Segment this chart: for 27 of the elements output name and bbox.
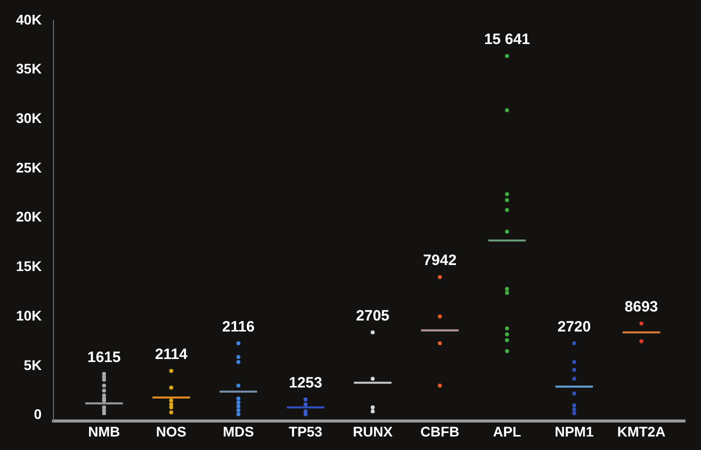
annotation: 15 641: [484, 31, 530, 48]
y-tick-label: 5K: [24, 356, 42, 373]
x-tick-label: NPM1: [554, 423, 594, 440]
x-tick-label: APL: [493, 423, 522, 440]
annotation: 2116: [222, 318, 255, 336]
y-tick-label: 10K: [16, 307, 42, 324]
x-tick-label: RUNX: [352, 423, 394, 440]
y-tick-label: 35K: [16, 60, 42, 77]
x-tick-label: NOS: [156, 423, 186, 440]
y-tick-label: 0: [34, 406, 42, 422]
x-tick-label: CBFB: [420, 423, 460, 440]
annotation: 2114: [154, 346, 188, 363]
x-tick-label: TP53: [288, 423, 322, 440]
y-tick-label: 20K: [16, 208, 42, 225]
x-tick-label: NMB: [88, 423, 120, 440]
annotation: 7942: [423, 252, 457, 270]
annotation: 1253: [288, 374, 322, 392]
annotation: 8693: [624, 298, 658, 316]
x-tick-label: MDS: [222, 423, 254, 440]
x-tick-label: KMT2A: [617, 423, 666, 440]
annotation: 2720: [557, 318, 591, 336]
annotation: 1615: [87, 348, 121, 366]
annotation: 2705: [356, 307, 390, 324]
y-tick-label: 15K: [16, 258, 42, 274]
y-tick-label: 25K: [16, 159, 42, 176]
y-tick-label: 40K: [16, 11, 42, 28]
y-tick-label: 30K: [16, 110, 42, 126]
